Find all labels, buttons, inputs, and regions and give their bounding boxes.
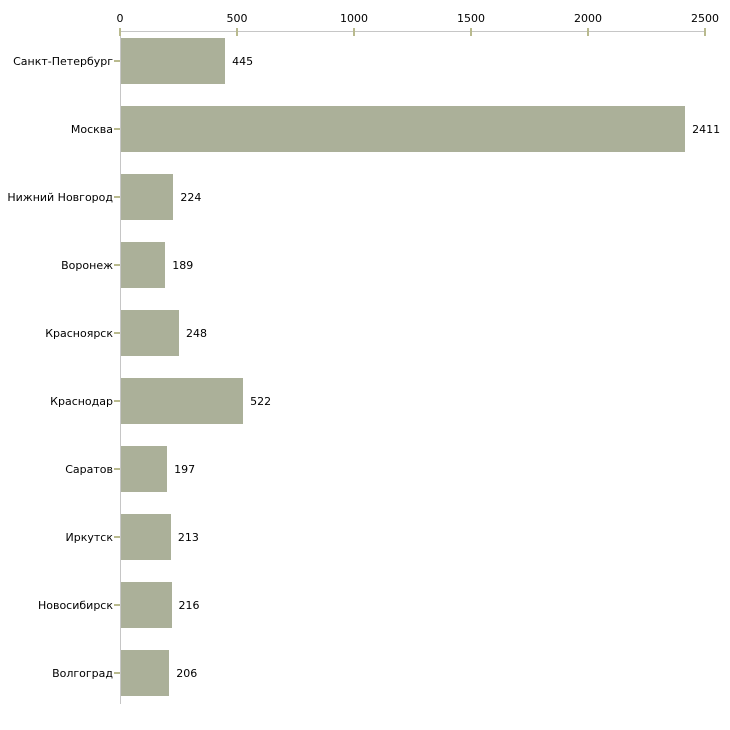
x-tick-mark [119, 28, 121, 36]
bar [121, 582, 172, 628]
bar-row: Воронеж 189 [61, 236, 705, 304]
y-tick-mark [114, 332, 120, 334]
bar [121, 174, 174, 220]
bar [121, 242, 166, 288]
y-tick-mark [114, 264, 120, 266]
bar-row: Волгоград 206 [52, 644, 705, 712]
y-tick-mark [114, 400, 120, 402]
bar-row: Нижний Новгород 224 [7, 168, 705, 236]
x-tick-label: 0 [116, 12, 124, 25]
value-label: 248 [186, 326, 208, 340]
x-tick-mark [470, 28, 472, 36]
category-label: Нижний Новгород [7, 190, 113, 204]
bar [121, 38, 226, 84]
plot-area: 0 500 1000 1500 2000 2500 Санкт-Петербур… [7, 12, 720, 712]
x-tick-label: 1500 [457, 12, 485, 25]
value-label: 189 [172, 258, 194, 272]
value-label: 197 [174, 462, 196, 476]
value-label: 522 [250, 394, 272, 408]
value-label: 206 [176, 666, 198, 680]
value-label: 216 [178, 598, 200, 612]
category-label: Новосибирск [37, 598, 113, 612]
bar-row: Красноярск 248 [45, 304, 705, 372]
bar-row: Иркутск 213 [66, 508, 705, 576]
bar [121, 650, 170, 696]
bar [121, 378, 244, 424]
bar [121, 106, 686, 152]
category-label: Саратов [65, 462, 113, 476]
bar-row: Краснодар 522 [50, 372, 705, 440]
x-tick-label: 2000 [574, 12, 602, 25]
value-label: 224 [180, 190, 202, 204]
value-label: 445 [232, 54, 254, 68]
category-label: Красноярск [45, 326, 113, 340]
category-label: Иркутск [65, 530, 113, 544]
x-tick-mark [353, 28, 355, 36]
y-tick-mark [114, 128, 120, 130]
x-tick-label: 1000 [340, 12, 368, 25]
category-label: Воронеж [61, 258, 113, 272]
value-label: 213 [177, 530, 199, 544]
bar-row: Москва 2411 [71, 100, 720, 168]
y-tick-mark [114, 196, 120, 198]
category-label: Краснодар [50, 394, 113, 408]
bar [121, 446, 168, 492]
x-tick-label: 2500 [691, 12, 719, 25]
bars-container: Санкт-Петербург 445 Москва 2411 Нижний Н… [7, 32, 720, 712]
bar [121, 310, 180, 356]
y-tick-mark [114, 536, 120, 538]
value-label: 2411 [692, 122, 721, 136]
bar-row: Санкт-Петербург 445 [13, 32, 705, 100]
y-tick-mark [114, 604, 120, 606]
x-tick-mark [587, 28, 589, 36]
y-tick-mark [114, 672, 120, 674]
bar [121, 514, 171, 560]
category-label: Москва [70, 122, 113, 136]
x-tick-label: 500 [226, 12, 248, 25]
bar-row: Саратов 197 [65, 440, 705, 508]
category-label: Санкт-Петербург [13, 54, 113, 68]
x-tick-mark [704, 28, 706, 36]
y-tick-mark [114, 60, 120, 62]
x-tick-mark [236, 28, 238, 36]
bar-row: Новосибирск 216 [38, 576, 705, 644]
y-tick-mark [114, 468, 120, 470]
category-label: Волгоград [52, 666, 113, 680]
y-axis-line [120, 32, 121, 704]
